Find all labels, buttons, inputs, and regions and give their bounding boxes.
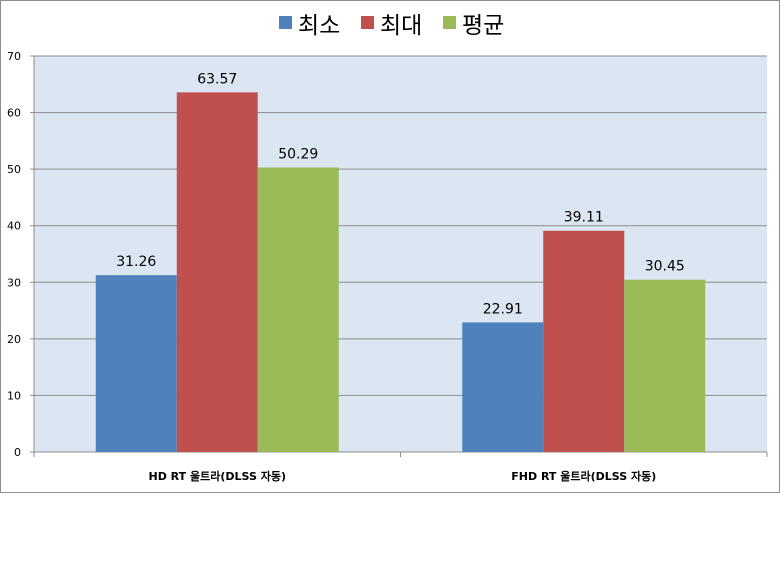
chart-frame: 0 10 20 30 40 50 60 70 31.26 63.57 50.29 HD RT 울트라(… — [0, 0, 780, 493]
bar — [176, 92, 258, 452]
legend-label: 평균 — [462, 13, 504, 39]
legend-label: 최소 — [298, 13, 340, 39]
bar-chart: 0 10 20 30 40 50 60 70 31.26 63.57 50.29 HD RT 울트라(… — [7, 13, 768, 483]
legend-swatch — [361, 16, 374, 29]
x-category-label: HD RT 울트라(DLSS 자동) — [149, 469, 286, 483]
data-label: 50.29 — [278, 147, 318, 163]
legend-swatch — [443, 16, 456, 29]
legend-label: 최대 — [380, 13, 422, 39]
data-label: 39.11 — [564, 210, 604, 226]
bar — [462, 322, 544, 452]
y-tick-label: 40 — [7, 220, 21, 233]
y-tick-label: 50 — [7, 163, 21, 176]
bar — [543, 230, 625, 452]
y-tick-label: 60 — [7, 107, 21, 120]
y-tick-label: 20 — [7, 333, 21, 346]
y-tick-label: 70 — [7, 50, 21, 63]
y-tick-label: 0 — [14, 446, 21, 459]
data-label: 30.45 — [645, 259, 685, 275]
bar — [624, 279, 706, 452]
y-tick-label: 30 — [7, 276, 21, 289]
data-label: 31.26 — [116, 254, 156, 270]
bar — [257, 167, 339, 452]
data-label: 63.57 — [197, 71, 237, 87]
legend-swatch — [279, 16, 292, 29]
y-tick-label: 10 — [7, 389, 21, 402]
data-label: 22.91 — [483, 301, 523, 317]
bar — [95, 275, 177, 452]
x-category-label: FHD RT 울트라(DLSS 자동) — [511, 469, 656, 483]
